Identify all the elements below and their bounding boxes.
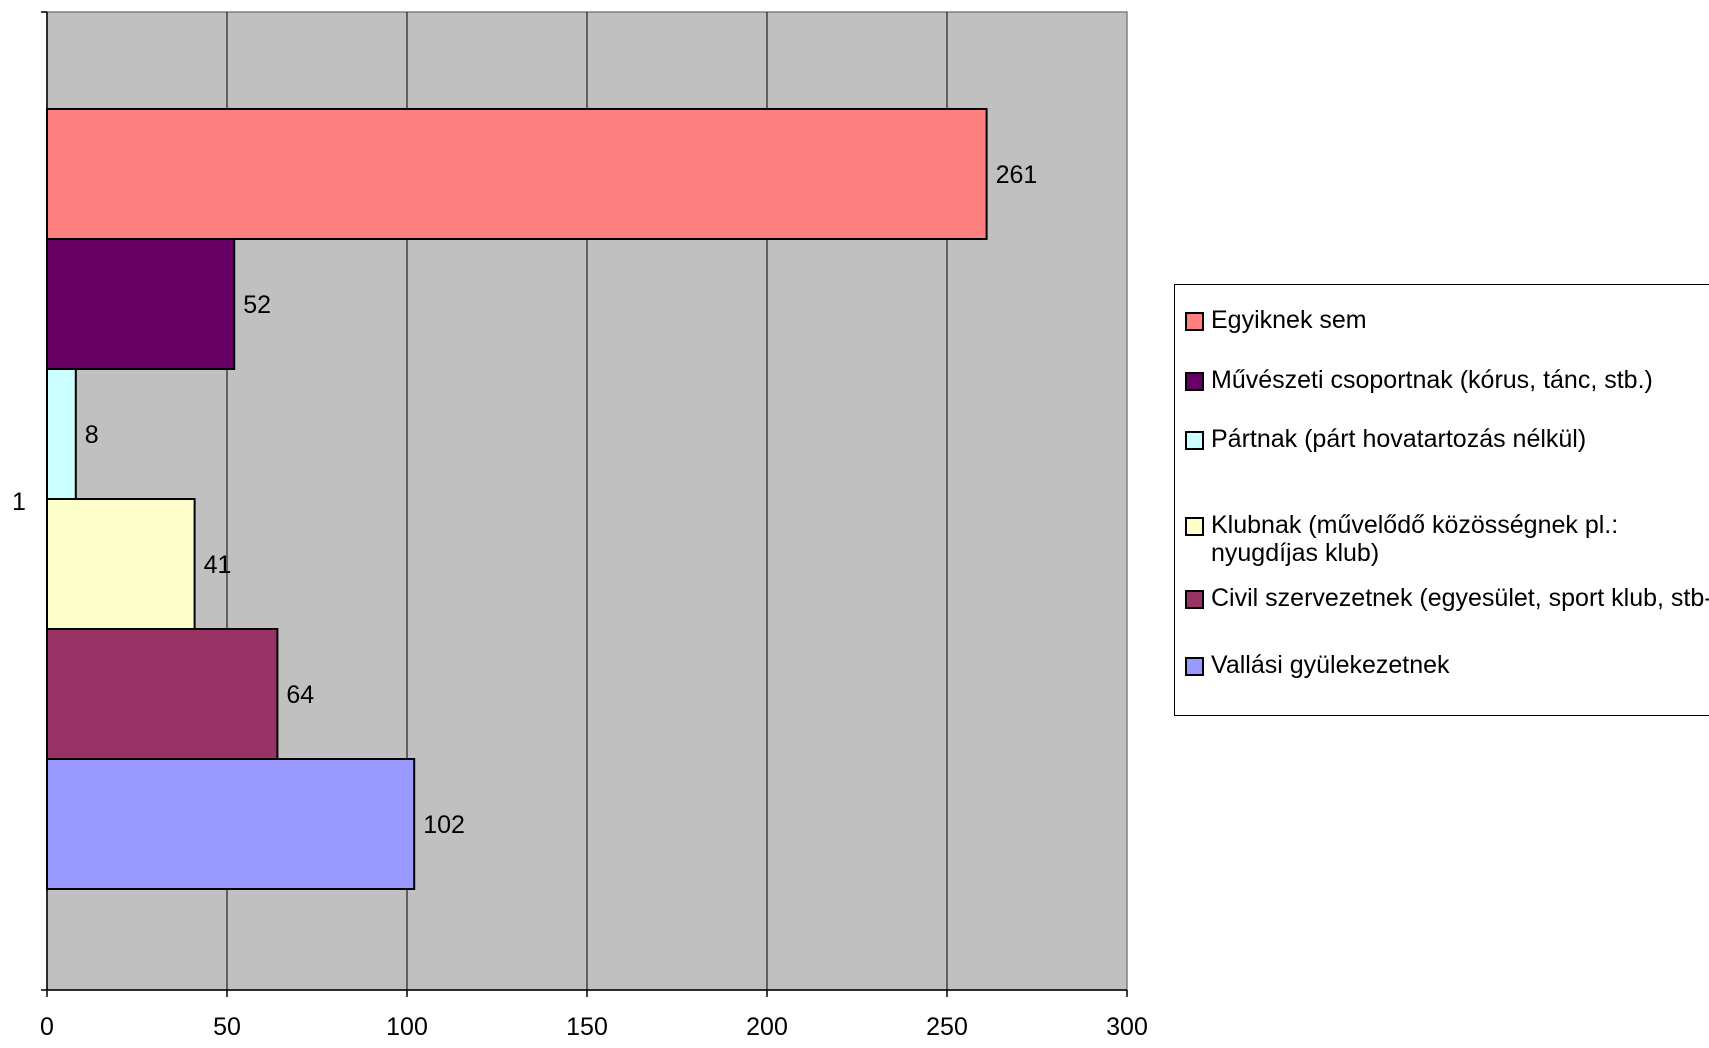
x-tick-label: 50 xyxy=(213,1013,241,1041)
legend-item: Vallási gyülekezetnek xyxy=(1185,651,1709,679)
legend-item: Művészeti csoportnak (kórus, tánc, stb.) xyxy=(1185,366,1709,394)
legend-swatch xyxy=(1185,431,1204,450)
legend-item: Egyiknek sem xyxy=(1185,306,1709,334)
legend-label: Pártnak (párt hovatartozás nélkül) xyxy=(1211,425,1587,453)
legend-swatch xyxy=(1185,312,1204,331)
legend-swatch xyxy=(1185,372,1204,391)
legend-label: Művészeti csoportnak (kórus, tánc, stb.) xyxy=(1211,366,1653,394)
data-label: 41 xyxy=(204,551,232,579)
legend-item: Klubnak (művelődő közösségnek pl.: nyugd… xyxy=(1185,511,1641,567)
bar xyxy=(46,238,236,370)
bar xyxy=(46,498,196,630)
legend-swatch xyxy=(1185,517,1204,536)
legend-label: Vallási gyülekezetnek xyxy=(1211,651,1450,679)
legend-swatch xyxy=(1185,657,1204,676)
legend-swatch xyxy=(1185,590,1204,609)
x-tick-label: 150 xyxy=(566,1013,608,1041)
legend-item: Pártnak (párt hovatartozás nélkül) xyxy=(1185,425,1709,453)
data-label: 261 xyxy=(996,161,1038,189)
data-label: 8 xyxy=(85,421,99,449)
y-tick-label: 1 xyxy=(12,488,26,516)
data-label: 52 xyxy=(243,291,271,319)
x-tick-label: 0 xyxy=(40,1013,54,1041)
x-tick-label: 300 xyxy=(1106,1013,1148,1041)
data-label: 102 xyxy=(423,811,465,839)
legend-label: Egyiknek sem xyxy=(1211,306,1367,334)
data-label: 64 xyxy=(286,681,314,709)
bar xyxy=(46,758,416,890)
x-tick-label: 200 xyxy=(746,1013,788,1041)
chart-legend: Egyiknek sem Művészeti csoportnak (kórus… xyxy=(1174,284,1709,716)
x-tick-label: 100 xyxy=(386,1013,428,1041)
legend-label: Civil szervezetnek (egyesület, sport klu… xyxy=(1211,584,1709,612)
legend-label: Klubnak (művelődő közösségnek pl.: nyugd… xyxy=(1211,511,1619,567)
bar xyxy=(46,368,77,500)
legend-item: Civil szervezetnek (egyesület, sport klu… xyxy=(1185,584,1709,612)
bar xyxy=(46,628,279,760)
x-tick-label: 250 xyxy=(926,1013,968,1041)
bar xyxy=(46,108,988,240)
